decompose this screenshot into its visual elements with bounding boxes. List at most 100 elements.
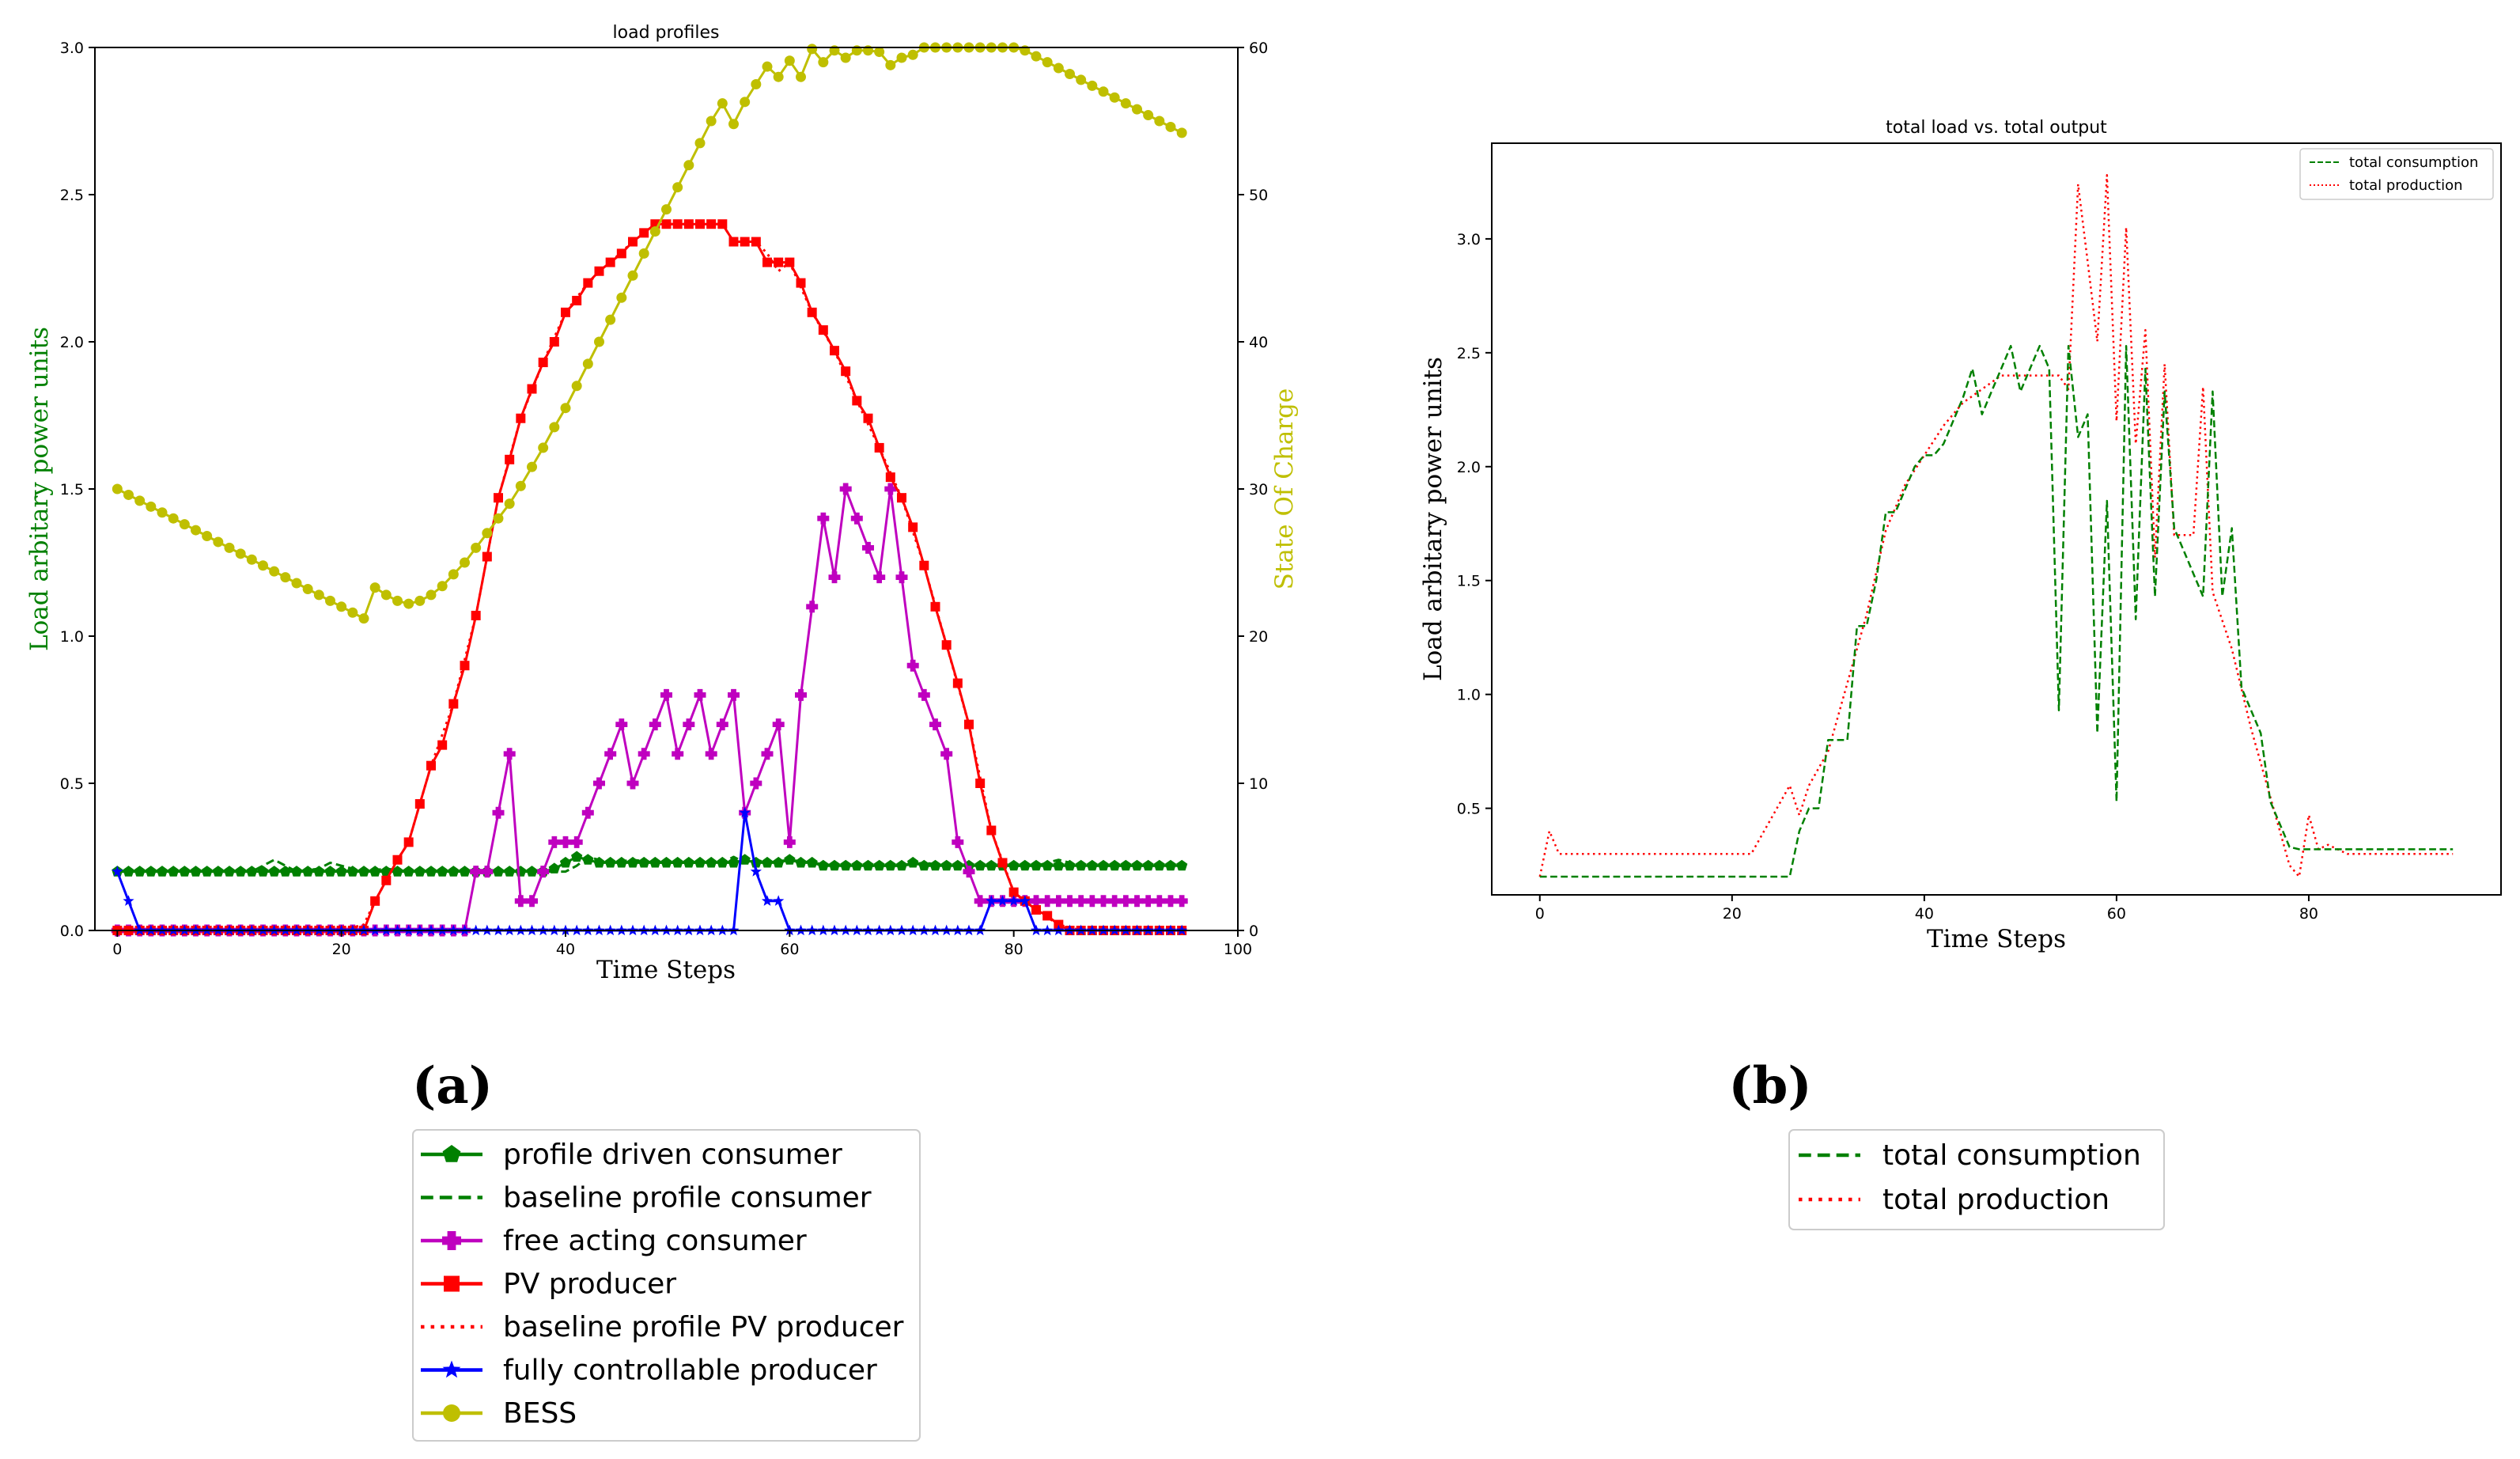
point-free-acting-consumer-84	[1052, 895, 1065, 908]
point-pv-producer-39	[549, 337, 559, 347]
line-baseline-profile-pv-producer	[117, 222, 1182, 932]
legend-entry-fully-controllable-producer: fully controllable producer	[421, 1355, 877, 1387]
point-free-acting-consumer-87	[1086, 895, 1099, 908]
point-free-acting-consumer-74	[940, 748, 953, 760]
legend-label-baseline-profile-pv-producer: baseline profile PV producer	[503, 1311, 904, 1343]
point-bess-32	[471, 542, 482, 553]
a-ytick-label: 1.0	[60, 628, 84, 646]
point-pv-producer-46	[628, 237, 638, 247]
point-pv-producer-77	[975, 779, 986, 788]
point-bess-22	[358, 613, 369, 624]
panel-b-xlabel: Time Steps	[1927, 925, 2066, 953]
a-ytick-label: 2.0	[60, 334, 84, 351]
point-bess-54	[717, 98, 728, 109]
b-ytick-label: 1.5	[1457, 573, 1481, 590]
point-pv-producer-35	[505, 454, 515, 464]
legend-label-total-consumption: total consumption	[1882, 1139, 2141, 1172]
point-bess-34	[493, 513, 504, 524]
a-xtick-label: 80	[1005, 941, 1024, 958]
point-free-acting-consumer-50	[672, 748, 684, 760]
point-profile-driven-consumer-35	[504, 866, 516, 877]
legend-label-total-production: total production	[1882, 1184, 2109, 1216]
point-profile-driven-consumer-40	[559, 856, 572, 868]
point-pv-producer-51	[683, 219, 694, 229]
point-bess-19	[325, 595, 335, 606]
b-xtick-label: 60	[2107, 905, 2126, 923]
point-profile-driven-consumer-1	[123, 866, 134, 877]
point-bess-23	[369, 582, 380, 593]
point-profile-driven-consumer-26	[403, 866, 414, 877]
point-pv-producer-67	[863, 413, 873, 423]
point-free-acting-consumer-92	[1142, 895, 1155, 908]
panel-a-legend: profile driven consumer baseline profile …	[412, 1129, 921, 1442]
point-pv-producer-32	[471, 610, 481, 620]
point-bess-58	[762, 61, 773, 72]
point-profile-driven-consumer-42	[582, 854, 594, 865]
point-bess-24	[380, 589, 392, 601]
point-bess-35	[504, 498, 515, 510]
legend-marker-bess	[443, 1404, 460, 1422]
point-profile-driven-consumer-70	[895, 859, 908, 871]
point-bess-85	[1065, 68, 1075, 79]
point-bess-93	[1154, 116, 1165, 127]
point-pv-producer-44	[605, 257, 615, 267]
point-profile-driven-consumer-80	[1008, 859, 1020, 871]
panel-a-chart: 0.0 0.5 1.0 1.5 2.0 2.5 3.0 0 10 20 30 40 50 60 0 20 40 6…	[25, 23, 1299, 984]
point-bess-42	[582, 358, 593, 369]
point-fully-controllable-producer-80	[1008, 895, 1020, 906]
legend-entry-profile-driven-consumer: profile driven consumer	[421, 1139, 842, 1171]
panel-b-plot-frame	[1491, 142, 2502, 896]
point-profile-driven-consumer-10	[223, 866, 236, 877]
point-free-acting-consumer-76	[963, 866, 975, 878]
point-free-acting-consumer-67	[862, 541, 874, 554]
point-bess-14	[269, 566, 280, 577]
point-profile-driven-consumer-50	[672, 856, 683, 868]
point-profile-driven-consumer-3	[145, 866, 157, 877]
legend-entry-total-production: total production	[1799, 1184, 2109, 1216]
point-pv-producer-79	[997, 858, 1008, 868]
a-y2tick-label: 50	[1249, 187, 1268, 204]
a-ytick-label: 1.5	[60, 481, 84, 498]
point-profile-driven-consumer-19	[324, 866, 336, 877]
point-bess-55	[728, 119, 739, 130]
point-bess-12	[246, 554, 257, 565]
point-pv-producer-52	[695, 219, 705, 229]
point-free-acting-consumer-40	[559, 836, 572, 848]
point-bess-49	[661, 204, 672, 215]
point-bess-8	[202, 531, 213, 542]
point-free-acting-consumer-95	[1175, 895, 1188, 908]
panel-b-inner-legend: total consumption total production	[2299, 148, 2494, 200]
a-xtick-label: 0	[112, 941, 122, 958]
point-free-acting-consumer-94	[1164, 895, 1177, 908]
series-baseline-profile-consumer	[117, 855, 1182, 874]
point-bess-29	[437, 581, 448, 592]
b-xtick-label: 0	[1535, 905, 1545, 923]
point-bess-0	[112, 483, 123, 495]
a-xtick-label: 20	[332, 941, 351, 958]
point-pv-producer-71	[908, 522, 918, 532]
point-pv-producer-82	[1031, 904, 1041, 915]
legend-label-bess: BESS	[503, 1397, 577, 1430]
point-bess-27	[414, 595, 426, 606]
b-ytick-label: 1.0	[1457, 687, 1481, 704]
point-profile-driven-consumer-61	[795, 856, 807, 868]
a-xtick-label: 100	[1224, 941, 1252, 958]
point-bess-5	[168, 513, 179, 524]
point-pv-producer-63	[818, 325, 828, 335]
point-fully-controllable-producer-79	[997, 895, 1008, 906]
panel-b-title: total load vs. total output	[1886, 118, 2107, 138]
panel-a-caption: (a)	[412, 1056, 493, 1116]
point-bess-37	[527, 461, 537, 472]
point-fully-controllable-producer-0	[112, 866, 123, 877]
point-pv-producer-38	[538, 358, 548, 368]
point-fully-controllable-producer-57	[750, 866, 762, 877]
point-free-acting-consumer-53	[705, 748, 717, 760]
b-ytick-label: 2.5	[1457, 345, 1481, 362]
point-free-acting-consumer-85	[1064, 895, 1076, 908]
point-profile-driven-consumer-25	[392, 866, 403, 877]
point-pv-producer-83	[1042, 911, 1053, 921]
point-bess-63	[818, 57, 829, 68]
point-pv-producer-57	[751, 237, 761, 247]
point-bess-56	[740, 97, 751, 108]
